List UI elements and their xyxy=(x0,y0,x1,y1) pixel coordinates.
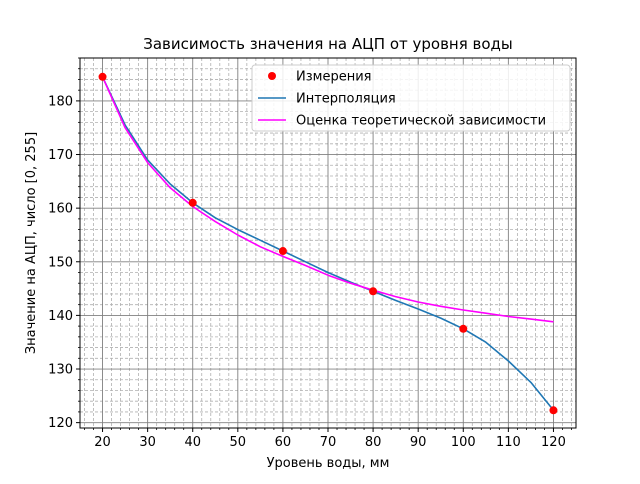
y-axis-label: Значение на АЦП, число [0, 255] xyxy=(24,132,39,354)
y-tick-label: 170 xyxy=(48,148,73,163)
x-tick-label: 90 xyxy=(410,435,427,450)
x-tick-label: 60 xyxy=(275,435,292,450)
x-tick-label: 20 xyxy=(94,435,111,450)
data-point xyxy=(459,324,468,333)
legend-box xyxy=(251,64,571,132)
data-point xyxy=(278,247,287,256)
data-point xyxy=(188,198,197,207)
series-layer xyxy=(98,72,558,415)
series-line xyxy=(101,76,555,411)
data-point xyxy=(98,72,107,81)
x-tick-label: 80 xyxy=(365,435,382,450)
data-point xyxy=(369,287,378,296)
legend: Измерения Интерполяция Оценка теоретическо… xyxy=(251,64,571,132)
y-tick-label: 140 xyxy=(48,309,73,324)
y-tick-label: 120 xyxy=(48,416,73,431)
legend-marker xyxy=(268,72,276,80)
legend-label: Измерения xyxy=(296,70,371,85)
x-tick-label: 70 xyxy=(320,435,337,450)
x-tick-label: 30 xyxy=(139,435,156,450)
series-line xyxy=(101,76,554,323)
y-tick-label: 180 xyxy=(48,94,73,109)
x-tick-label: 100 xyxy=(451,435,476,450)
y-tick-label: 130 xyxy=(48,363,73,378)
legend-label: Оценка теоретической зависимости xyxy=(296,114,546,129)
y-tick-label: 160 xyxy=(48,202,73,217)
x-tick-label: 110 xyxy=(496,435,521,450)
x-tick-label: 120 xyxy=(541,435,566,450)
ticks-layer: 20 30 40 50 60 70 80 90 100 110 120 120 130 140 150 160… xyxy=(48,57,572,450)
legend-label: Интерполяция xyxy=(296,92,396,107)
x-tick-label: 40 xyxy=(184,435,201,450)
data-point xyxy=(549,406,558,415)
y-tick-label: 150 xyxy=(48,255,73,270)
chart-title: Зависимость значения на АЦП от уровня во… xyxy=(143,35,513,53)
x-axis-label: Уровень воды, мм xyxy=(267,456,390,471)
x-tick-label: 50 xyxy=(230,435,247,450)
